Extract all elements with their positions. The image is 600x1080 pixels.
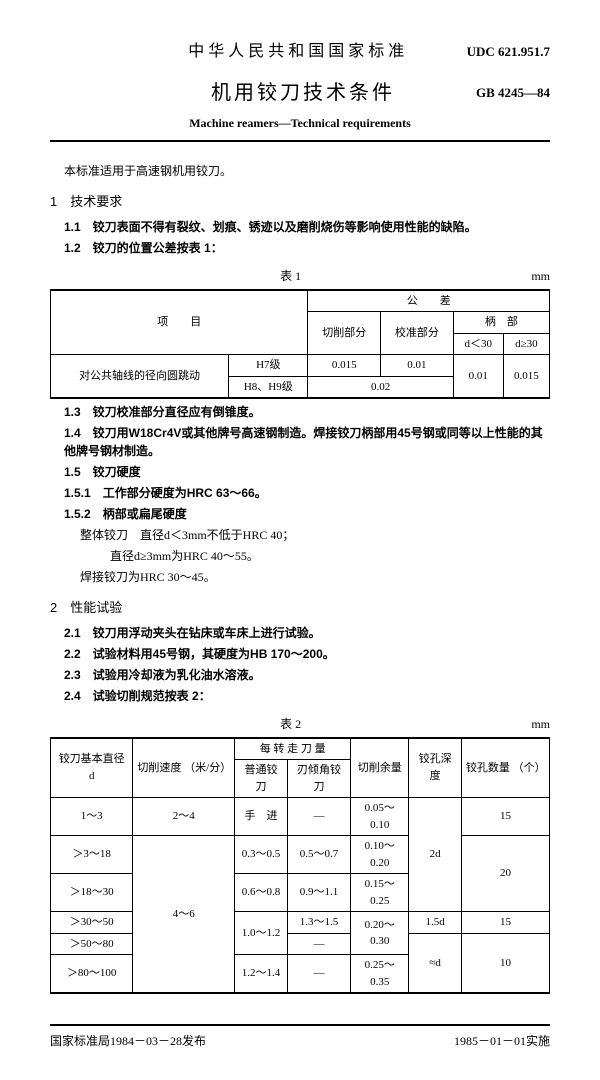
table-2: 铰刀基本直径 d 切削速度 （米/分） 每 转 走 刀 量 切削余量 铰孔深度 …	[50, 737, 550, 995]
t1-dge30: d≥30	[503, 333, 549, 355]
t2-h-count: 铰孔数量 （个）	[461, 738, 549, 798]
t2-r4-f1: 1.0～1.2	[235, 912, 288, 955]
t1-v1: 0.015	[308, 355, 381, 377]
t2-r5-d: ＞50～80	[51, 933, 133, 955]
t1-bingbu: 柄 部	[453, 312, 549, 334]
t2-r1-f1: 手 进	[235, 798, 288, 836]
table2-caption: 表 2	[280, 715, 301, 733]
t1-v5: 0.02	[308, 376, 453, 398]
org-name: 中华人民共和国国家标准	[130, 40, 467, 64]
t2-r4-f2: 1.3～1.5	[287, 912, 350, 934]
t2-h-speed: 切削速度 （米/分）	[133, 738, 235, 798]
t1-v2: 0.01	[381, 355, 454, 377]
item-2-3: 2.3 试验用冷却液为乳化油水溶液。	[64, 666, 550, 684]
t2-r5-f2: —	[287, 933, 350, 955]
t2-r5-dep: ≈d	[409, 933, 462, 993]
t2-r2-a: 0.10～0.20	[351, 836, 409, 874]
t2-h-depth: 铰孔深度	[409, 738, 462, 798]
item-2-2: 2.2 试验材料用45号钢，其硬度为HB 170～200。	[64, 645, 550, 663]
title-row: 机用铰刀技术条件 GB 4245—84	[50, 78, 550, 108]
t2-r6-d: ＞80～100	[51, 955, 133, 994]
t2-r6-a: 0.25～0.35	[351, 955, 409, 994]
t1-item-head: 项 目	[51, 290, 308, 355]
t2-r2-dep: 2d	[409, 798, 462, 912]
t2-r4-d: ＞30～50	[51, 912, 133, 934]
item-1-5-2b: 直径d≥3mm为HRC 40～55。	[110, 547, 550, 565]
gb-code: GB 4245—84	[476, 83, 550, 103]
item-1-1: 1.1 铰刀表面不得有裂纹、划痕、锈迹以及磨削烧伤等影响使用性能的缺陷。	[64, 218, 550, 236]
t1-qiexiao: 切削部分	[308, 312, 381, 355]
t1-group: 对公共轴线的径向圆跳动	[51, 355, 229, 399]
item-2-1: 2.1 铰刀用浮动夹头在钻床或车床上进行试验。	[64, 624, 550, 642]
t2-r3-f2: 0.9～1.1	[287, 874, 350, 912]
t2-r3-a: 0.15～0.25	[351, 874, 409, 912]
t1-v3: 0.01	[453, 355, 503, 399]
t2-r3-f1: 0.6～0.8	[235, 874, 288, 912]
t2-r4-dep: 1.5d	[409, 912, 462, 934]
table1-caption: 表 1	[280, 267, 301, 285]
header: 中华人民共和国国家标准 UDC 621.951.7	[50, 40, 550, 64]
t2-r6-f1: 1.2～1.4	[235, 955, 288, 994]
section-2-head: 2 性能试验	[50, 598, 550, 618]
title-en: Machine reamers—Technical requirements	[50, 114, 550, 132]
footer: 国家标准局1984－03－28发布 1985－01－01实施	[50, 1024, 550, 1050]
t2-r2-d: ＞3～18	[51, 836, 133, 874]
t2-r2-c: 20	[461, 836, 549, 912]
item-1-4: 1.4 铰刀用W18Cr4V或其他牌号高速钢制造。焊接铰刀柄部用45号钢或同等以…	[64, 424, 550, 460]
udc-code: UDC 621.951.7	[467, 42, 550, 62]
item-1-2: 1.2 铰刀的位置公差按表 1：	[64, 239, 550, 257]
item-1-5-2: 1.5.2 柄部或扁尾硬度	[64, 505, 550, 523]
t2-h-feed2: 刃倾角铰刀	[287, 760, 350, 798]
t1-jiaozhun: 校准部分	[381, 312, 454, 355]
item-1-5: 1.5 铰刀硬度	[64, 463, 550, 481]
item-1-5-2c: 焊接铰刀为HRC 30～45。	[80, 568, 550, 586]
t2-h-allow: 切削余量	[351, 738, 409, 798]
t2-r4-s: 4～6	[133, 836, 235, 994]
issued-date: 国家标准局1984－03－28发布	[50, 1032, 206, 1050]
table1-caption-row: 表 1 mm	[50, 267, 550, 285]
t2-r3-d: ＞18～30	[51, 874, 133, 912]
t2-r1-f2: —	[287, 798, 350, 836]
t2-r5-c: 10	[461, 933, 549, 993]
t2-h-d: 铰刀基本直径 d	[51, 738, 133, 798]
t2-r2-f1: 0.3～0.5	[235, 836, 288, 874]
t2-r4-c: 15	[461, 912, 549, 934]
t1-dlt30: d＜30	[453, 333, 503, 355]
t1-v4: 0.015	[503, 355, 549, 399]
table2-caption-row: 表 2 mm	[50, 715, 550, 733]
t2-r6-f2: —	[287, 955, 350, 994]
t2-h-feed: 每 转 走 刀 量	[235, 738, 351, 760]
t2-r4-a: 0.20～0.30	[351, 912, 409, 955]
t2-r1-d: 1～3	[51, 798, 133, 836]
t2-r1-s: 2～4	[133, 798, 235, 836]
item-1-5-2a: 整体铰刀 直径d＜3mm不低于HRC 40；	[80, 526, 550, 544]
t2-r2-f2: 0.5～0.7	[287, 836, 350, 874]
item-1-3: 1.3 铰刀校准部分直径应有倒锥度。	[64, 403, 550, 421]
t1-gongcha: 公 差	[308, 290, 550, 312]
t2-h-feed1: 普通铰刀	[235, 760, 288, 798]
table1-unit: mm	[531, 267, 550, 285]
intro: 本标准适用于高速钢机用铰刀。	[64, 162, 550, 180]
effective-date: 1985－01－01实施	[454, 1032, 550, 1050]
table2-unit: mm	[531, 715, 550, 733]
item-2-4: 2.4 试验切削规范按表 2：	[64, 687, 550, 705]
title-cn: 机用铰刀技术条件	[130, 78, 476, 108]
divider	[50, 140, 550, 142]
t2-r1-a: 0.05～0.10	[351, 798, 409, 836]
t2-r1-c: 15	[461, 798, 549, 836]
section-1-head: 1 技术要求	[50, 192, 550, 212]
table-1: 项 目 公 差 切削部分 校准部分 柄 部 d＜30 d≥30 对公共轴线的径向…	[50, 289, 550, 400]
t1-h7: H7级	[229, 355, 308, 377]
t1-h89: H8、H9级	[229, 376, 308, 398]
item-1-5-1: 1.5.1 工作部分硬度为HRC 63～66。	[64, 484, 550, 502]
